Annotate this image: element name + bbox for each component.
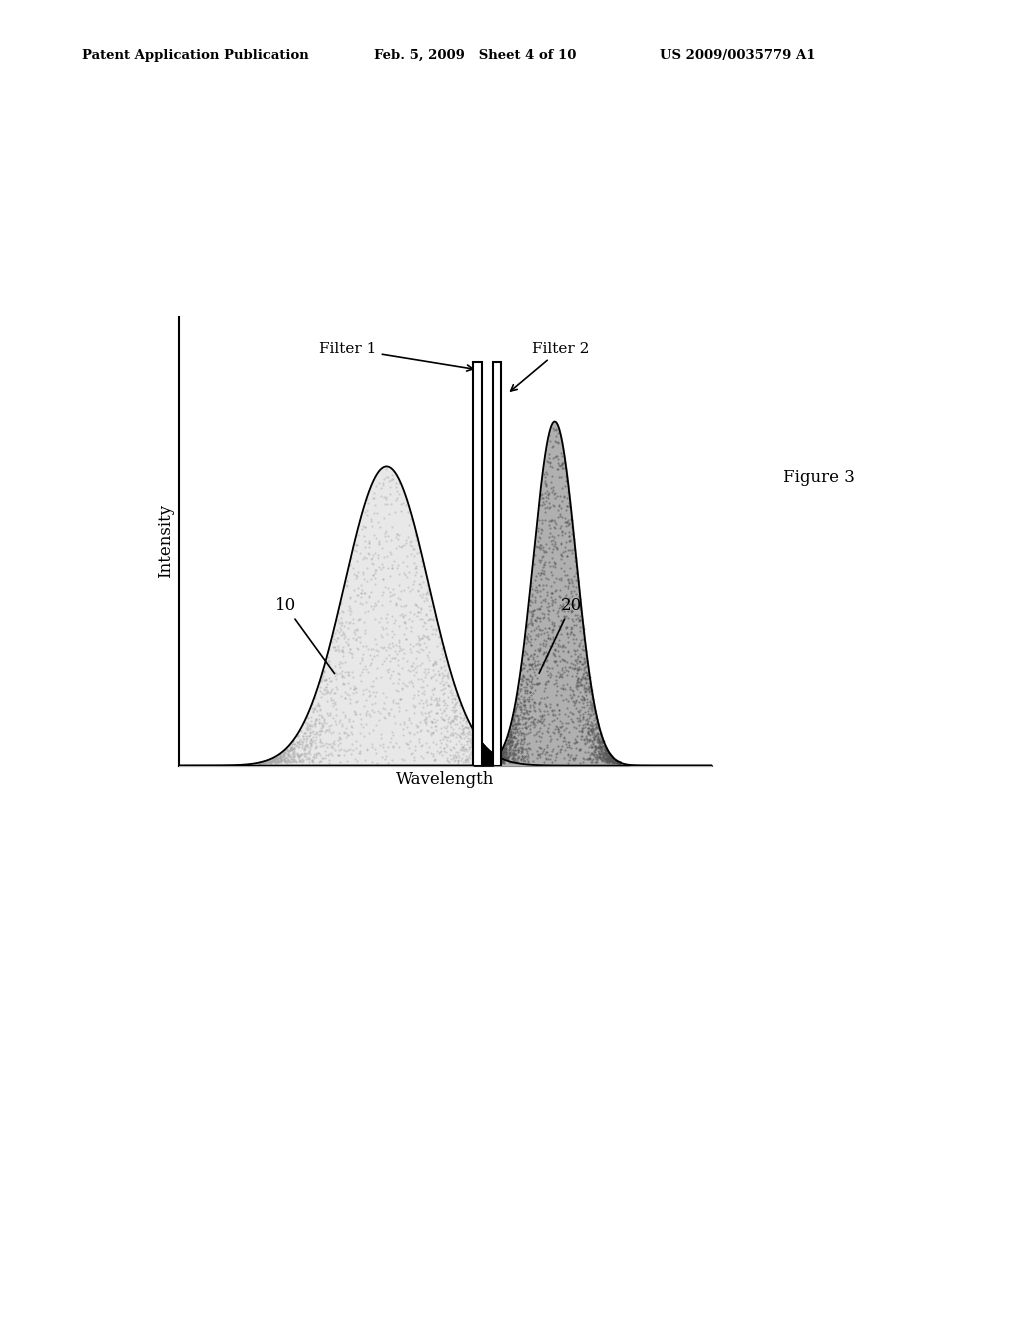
Text: 20: 20 — [539, 597, 582, 673]
Text: Feb. 5, 2009   Sheet 4 of 10: Feb. 5, 2009 Sheet 4 of 10 — [374, 49, 577, 62]
Text: US 2009/0035779 A1: US 2009/0035779 A1 — [660, 49, 816, 62]
X-axis label: Wavelength: Wavelength — [396, 771, 495, 788]
Text: 10: 10 — [274, 597, 335, 673]
Text: Patent Application Publication: Patent Application Publication — [82, 49, 308, 62]
Bar — [494, 362, 502, 766]
Text: Filter 1: Filter 1 — [319, 342, 473, 371]
Text: Figure 3: Figure 3 — [783, 469, 855, 486]
Bar — [473, 362, 482, 766]
Text: Filter 2: Filter 2 — [511, 342, 590, 391]
Y-axis label: Intensity: Intensity — [157, 504, 174, 578]
